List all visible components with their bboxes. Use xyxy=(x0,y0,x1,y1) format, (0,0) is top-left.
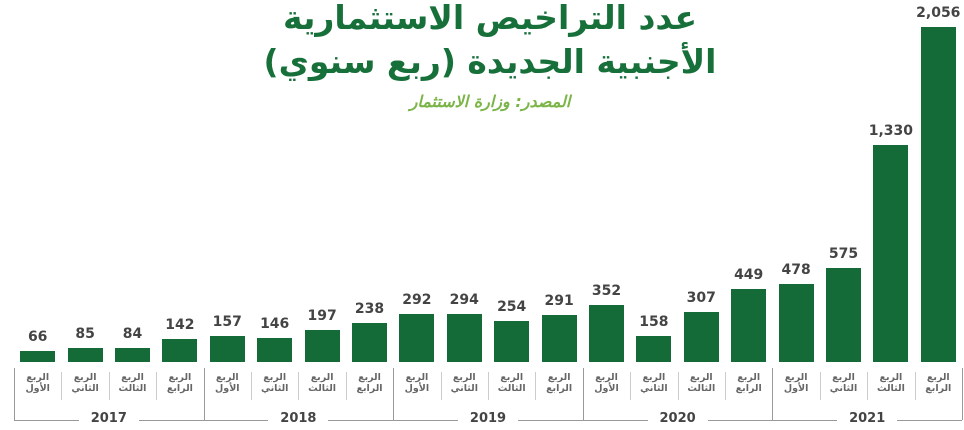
data-label: 146 xyxy=(260,316,290,333)
group-label: 2020 xyxy=(647,411,708,426)
bar xyxy=(494,320,530,362)
data-label: 575 xyxy=(828,246,859,263)
group-separator xyxy=(962,368,963,420)
group-label: 2018 xyxy=(268,411,329,426)
separator xyxy=(108,372,110,400)
separator xyxy=(488,372,489,400)
chart-subtitle: المصدر: وزارة الاستثمار xyxy=(409,92,571,111)
bar xyxy=(920,27,956,362)
data-label: 352 xyxy=(591,282,622,299)
data-label: 142 xyxy=(165,316,195,333)
group-label: 2019 xyxy=(458,411,518,426)
data-label: 158 xyxy=(639,314,669,331)
data-label: 2,056 xyxy=(916,5,961,21)
bar xyxy=(589,304,624,362)
data-label: 1,330 xyxy=(868,123,914,140)
bar xyxy=(778,284,814,362)
x-tick-label: الربع الثاني xyxy=(450,372,479,394)
x-tick-label: الربع الثالث xyxy=(876,372,905,394)
data-label: 238 xyxy=(354,301,385,318)
bar xyxy=(873,145,909,362)
bar xyxy=(731,288,767,362)
group-separator xyxy=(14,368,15,420)
data-label: 291 xyxy=(544,292,574,309)
data-label: 85 xyxy=(75,326,95,343)
bar xyxy=(399,314,435,362)
x-tick-label: الربع الأول xyxy=(25,372,50,394)
separator xyxy=(867,372,869,400)
data-label: 449 xyxy=(734,266,764,283)
data-label: 292 xyxy=(402,292,432,309)
bar xyxy=(683,311,719,362)
bar xyxy=(446,314,482,362)
group-separator xyxy=(203,368,205,420)
x-tick-label: الربع الأول xyxy=(594,372,619,394)
bar xyxy=(67,348,103,362)
data-label: 254 xyxy=(497,298,527,315)
x-tick-label: الربع الثاني xyxy=(640,372,668,394)
data-label: 197 xyxy=(307,307,337,324)
x-tick-label: الربع الثاني xyxy=(260,372,289,394)
x-tick-label: الربع الرابع xyxy=(546,372,573,394)
separator xyxy=(535,372,537,400)
group-separator xyxy=(393,368,395,420)
data-label: 478 xyxy=(781,262,811,279)
group-separator xyxy=(582,368,584,420)
chart-title: عدد التراخيص الاستثمارية الأجنبية الجديد… xyxy=(263,0,717,81)
separator xyxy=(440,372,442,400)
x-tick-label: الربع الثاني xyxy=(829,372,858,394)
x-tick-label: الربع الأول xyxy=(783,372,809,394)
data-label: 157 xyxy=(212,314,242,331)
bar xyxy=(257,338,293,362)
x-tick-label: الربع الرابع xyxy=(735,372,762,394)
bar xyxy=(162,338,198,362)
separator xyxy=(298,372,300,400)
bar xyxy=(304,329,340,362)
separator xyxy=(251,372,252,400)
x-tick-label: الربع الرابع xyxy=(356,372,383,394)
bar xyxy=(636,336,672,362)
bar xyxy=(541,314,577,362)
separator xyxy=(819,372,821,400)
data-label: 84 xyxy=(122,326,143,343)
group-label: 2017 xyxy=(78,411,139,426)
bar xyxy=(20,351,56,362)
data-label: 66 xyxy=(27,329,48,346)
bar xyxy=(115,348,150,362)
x-tick-label: الربع الرابع xyxy=(925,372,952,394)
data-label: 294 xyxy=(449,292,479,309)
x-tick-label: الربع الثالث xyxy=(687,372,716,394)
x-tick-label: الربع الثالث xyxy=(497,372,526,394)
group-separator xyxy=(772,368,774,420)
bar xyxy=(209,336,245,362)
x-tick-label: الربع الثالث xyxy=(118,372,147,394)
separator xyxy=(725,372,726,400)
separator xyxy=(914,372,916,400)
x-tick-label: الربع الرابع xyxy=(166,372,193,394)
bar xyxy=(826,268,861,362)
x-tick-label: الربع الأول xyxy=(404,372,430,394)
x-tick-label: الربع الثالث xyxy=(308,372,337,394)
bar xyxy=(352,323,387,362)
separator xyxy=(156,372,158,400)
separator xyxy=(61,372,63,400)
separator xyxy=(345,372,347,400)
x-tick-label: الربع الأول xyxy=(215,372,240,394)
group-label: 2021 xyxy=(837,411,898,426)
x-tick-label: الربع الثاني xyxy=(71,372,99,394)
separator xyxy=(677,372,679,400)
separator xyxy=(630,372,632,400)
data-label: 307 xyxy=(686,289,716,306)
